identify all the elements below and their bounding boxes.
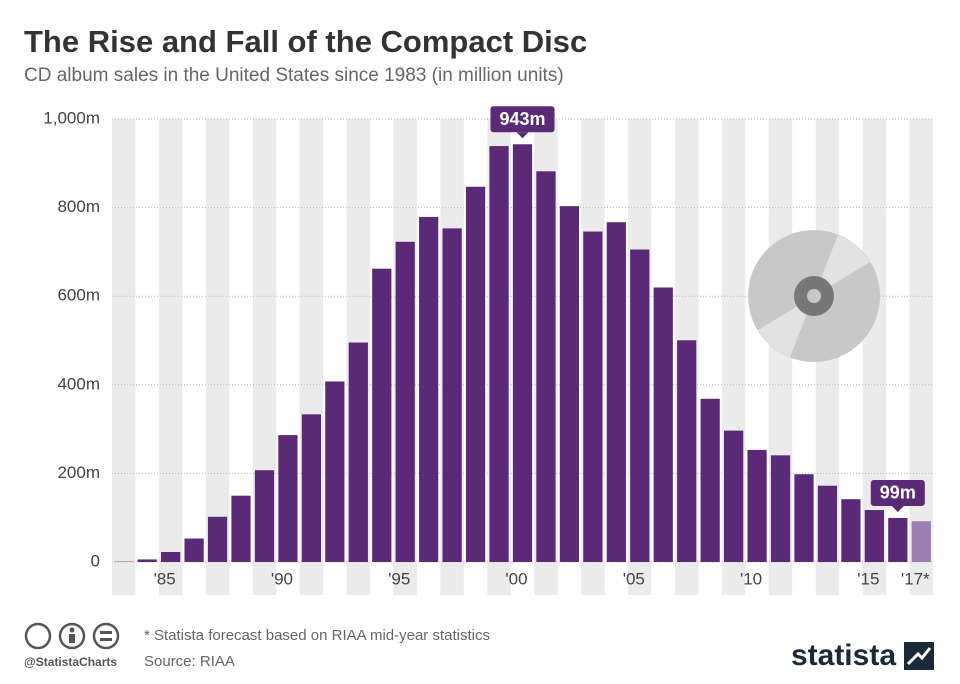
bar [841, 499, 861, 562]
cc-icon [24, 622, 52, 650]
y-tick-label: 200m [57, 463, 100, 482]
bar [442, 228, 462, 562]
bar [395, 241, 415, 562]
bar [301, 414, 322, 562]
bar [606, 222, 626, 562]
x-tick-label: '00 [505, 569, 527, 588]
stripe [909, 119, 933, 595]
bar [888, 517, 908, 562]
bar [325, 381, 345, 562]
bar [864, 510, 884, 562]
chart-subtitle: CD album sales in the United States sinc… [24, 65, 564, 86]
footnote: * Statista forecast based on RIAA mid-ye… [144, 627, 490, 644]
bar [794, 474, 814, 562]
by-body [69, 634, 75, 643]
bar [512, 144, 533, 562]
bar [747, 449, 767, 562]
y-tick-label: 800m [57, 197, 100, 216]
bar [161, 551, 181, 562]
disc-shine [758, 296, 814, 357]
bar [372, 268, 392, 562]
license-icons [24, 622, 120, 650]
value-label-text: 943m [499, 109, 545, 129]
brand: statista [791, 639, 896, 672]
bar [536, 171, 556, 562]
disc-icon [748, 230, 880, 362]
y-tick-label: 400m [57, 374, 100, 393]
x-tick-label: '15 [857, 569, 879, 588]
bar [653, 287, 673, 562]
bar [911, 521, 931, 562]
bar [489, 146, 509, 562]
bar [419, 216, 439, 562]
value-label-text: 99m [880, 483, 916, 503]
bar [770, 455, 791, 562]
bar [254, 470, 275, 562]
stripe [158, 119, 183, 595]
bar [700, 398, 720, 562]
chart-title: The Rise and Fall of the Compact Disc [24, 24, 587, 59]
bar [137, 559, 157, 562]
bar [583, 231, 603, 562]
x-tick-label: '10 [740, 569, 762, 588]
y-tick-label: 0 [91, 551, 100, 570]
bar [630, 249, 650, 562]
bar [207, 516, 228, 562]
stripe [205, 119, 230, 595]
value-label-box [490, 106, 555, 133]
by-icon [58, 622, 86, 650]
nd-bar [100, 631, 112, 634]
value-label: 943m [490, 106, 555, 139]
value-label-box [870, 479, 925, 506]
x-tick-label: '85 [154, 569, 176, 588]
source: Source: RIAA [144, 653, 235, 670]
by-head [69, 627, 75, 633]
disc-shine [814, 235, 870, 296]
bars [114, 144, 931, 563]
bar [677, 340, 697, 562]
bar [184, 538, 204, 562]
brand-logo-mark [906, 647, 932, 666]
bar [559, 206, 580, 562]
bar [278, 435, 298, 562]
nd-bar [100, 638, 112, 641]
nd-icon [92, 622, 120, 650]
y-tick-label: 1,000m [43, 108, 100, 127]
x-tick-label: '05 [623, 569, 645, 588]
disc-hole [807, 289, 821, 303]
y-tick-label: 600m [57, 286, 100, 305]
value-label-pointer [516, 132, 529, 139]
stripe [862, 119, 887, 595]
value-label-pointer [891, 505, 904, 512]
handle: @StatistaCharts [24, 655, 117, 669]
bar [817, 485, 838, 562]
value-label: 99m [870, 479, 925, 512]
stripe [112, 119, 136, 595]
bar [348, 342, 368, 562]
bar [465, 186, 486, 563]
bar [723, 430, 744, 562]
bar [231, 495, 251, 562]
x-tick-label: '90 [271, 569, 293, 588]
x-tick-label: '17* [901, 569, 930, 588]
x-tick-label: '95 [388, 569, 410, 588]
